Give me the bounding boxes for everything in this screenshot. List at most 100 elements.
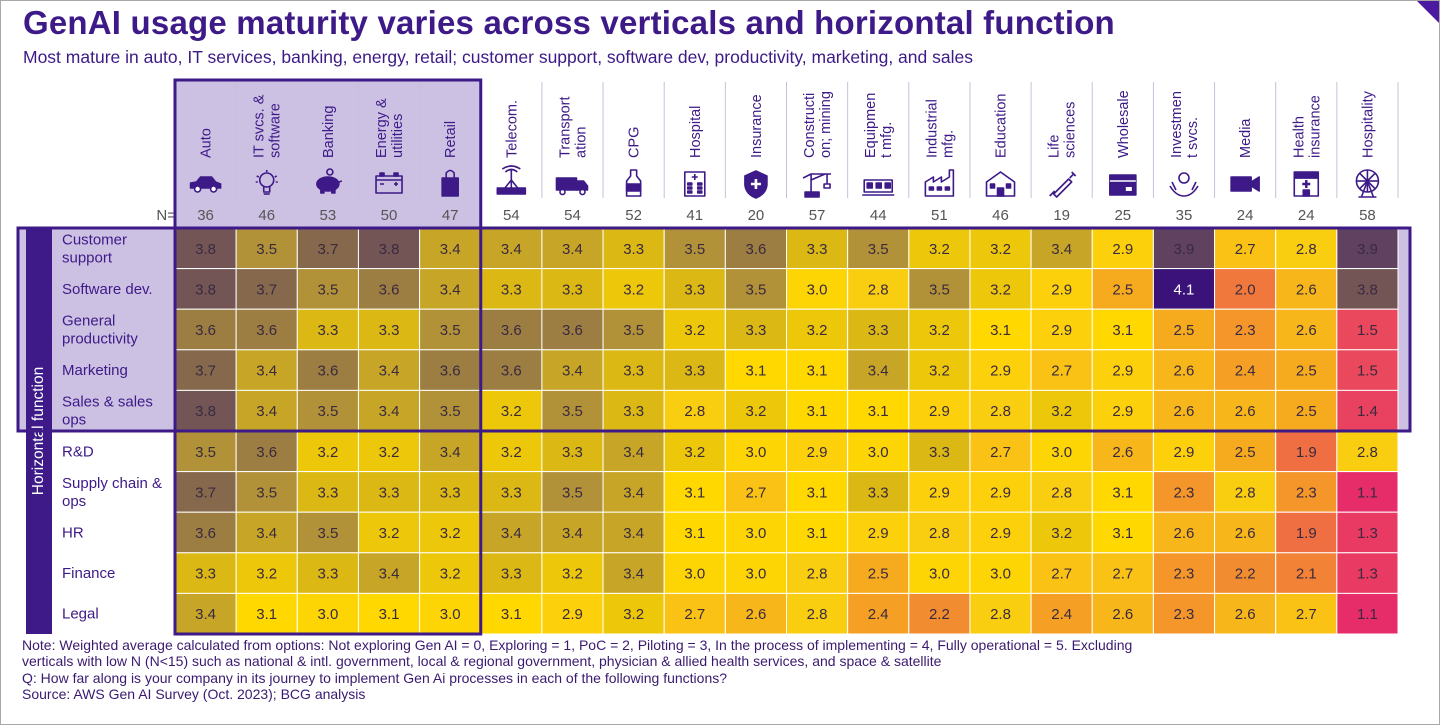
column-n-value: 36 — [197, 207, 214, 224]
cell-value-label: 3.3 — [501, 566, 522, 583]
heatmap-cell — [663, 308, 726, 351]
row-label: General productivity — [62, 313, 138, 348]
heatmap-cell — [786, 227, 849, 270]
cell-value-label: 2.6 — [1296, 322, 1317, 339]
heatmap-cell — [786, 268, 849, 310]
column-n-value: 35 — [1176, 207, 1193, 224]
shield-icon — [744, 170, 768, 199]
cell-value-label: 3.0 — [684, 566, 705, 583]
cell-value-label: 2.6 — [1296, 281, 1317, 298]
heatmap-cell — [235, 552, 298, 594]
cell-value-label: 3.3 — [501, 281, 522, 298]
column-header-label: Telecom. — [504, 100, 520, 158]
column-header-label: Construction; mining — [802, 91, 834, 158]
heatmap-cell — [419, 430, 482, 473]
cell-value-label: 2.8 — [1235, 484, 1256, 501]
crane-icon — [802, 173, 832, 198]
school-icon — [985, 171, 1016, 197]
heatmap-cell — [296, 552, 359, 594]
heatmap-cell — [724, 552, 787, 594]
heatmap-cell — [541, 511, 604, 554]
cell-value-label: 2.4 — [1235, 363, 1256, 380]
column-header-label: Education — [994, 94, 1010, 159]
column-header-label: Hospital — [688, 106, 704, 158]
heatmap-cell — [1152, 552, 1216, 594]
column-header-label: Banking — [321, 106, 337, 158]
heatmap-cell — [663, 227, 726, 270]
cell-value-label: 3.2 — [929, 322, 950, 339]
heatmap-cell — [1152, 268, 1216, 310]
cell-value-label: 1.5 — [1357, 322, 1378, 339]
heatmap-cell — [1214, 592, 1277, 635]
cell-value-label: 3.4 — [623, 484, 644, 501]
heatmap-cell — [357, 471, 421, 513]
heatmap-cell — [357, 227, 421, 270]
cell-value-label: 3.3 — [195, 566, 216, 583]
cell-value-label: 3.1 — [807, 525, 828, 542]
cell-value-label: 2.7 — [684, 606, 705, 623]
cell-value-label: 2.5 — [868, 566, 889, 583]
column-header-label: Investment svcs. — [1169, 91, 1201, 158]
cell-value-label: 3.4 — [379, 566, 400, 583]
cell-value-label: 3.4 — [256, 525, 277, 542]
heatmap-cell — [663, 268, 726, 310]
shopping-bag-icon — [441, 169, 459, 197]
cell-value-label: 3.3 — [562, 444, 583, 461]
heatmap-cell — [724, 349, 787, 391]
cell-value-label: 3.0 — [440, 606, 461, 623]
cell-value-label: 3.6 — [195, 525, 216, 542]
heatmap-cell — [1336, 430, 1399, 473]
cell-value-label: 2.9 — [807, 444, 828, 461]
cell-value-label: 3.3 — [868, 322, 889, 339]
heatmap-cell — [235, 592, 298, 635]
heatmap-cell — [969, 349, 1032, 391]
cell-value-label: 3.4 — [440, 281, 461, 298]
heatmap-cell — [296, 268, 359, 310]
column-header-label: Energy &utilities — [374, 98, 406, 158]
cell-value-label: 2.3 — [1235, 322, 1256, 339]
cell-value-label: 2.7 — [745, 484, 766, 501]
heatmap-cell — [480, 227, 543, 270]
column-n-value: 19 — [1053, 207, 1070, 224]
cell-value-label: 2.9 — [1051, 281, 1072, 298]
cell-value-label: 2.7 — [1235, 241, 1256, 258]
cell-value-label: 3.2 — [1051, 525, 1072, 542]
cell-value-label: 3.0 — [745, 444, 766, 461]
cell-value-label: 2.8 — [1051, 484, 1072, 501]
car-icon — [189, 176, 222, 193]
cell-value-label: 1.9 — [1296, 444, 1317, 461]
cell-value-label: 3.4 — [868, 363, 889, 380]
cell-value-label: 3.0 — [1051, 444, 1072, 461]
cell-value-label: 2.0 — [1235, 281, 1256, 298]
cell-value-label: 3.3 — [623, 241, 644, 258]
row-label: Software dev. — [62, 281, 153, 298]
cell-value-label: 3.7 — [256, 281, 277, 298]
heatmap-cell — [969, 471, 1032, 513]
cell-value-label: 2.8 — [990, 403, 1011, 420]
heatmap-cell — [1336, 349, 1399, 391]
cell-value-label: 3.7 — [195, 363, 216, 380]
cell-value-label: 3.1 — [807, 363, 828, 380]
cell-value-label: 2.5 — [1296, 403, 1317, 420]
highlight-columns-outline — [173, 78, 483, 636]
heatmap-cell — [602, 268, 665, 310]
heatmap-cell — [1091, 552, 1154, 594]
notes-block: Note: Weighted average calculated from o… — [22, 637, 1162, 702]
cell-value-label: 3.6 — [195, 322, 216, 339]
cell-value-label: 3.4 — [379, 403, 400, 420]
cell-value-label: 2.2 — [1235, 566, 1256, 583]
heatmap-cell — [419, 227, 482, 270]
cell-value-label: 3.7 — [195, 484, 216, 501]
cell-value-label: 3.4 — [562, 241, 583, 258]
column-n-value: 53 — [320, 207, 337, 224]
cell-value-label: 3.2 — [990, 241, 1011, 258]
cell-value-label: 3.2 — [684, 322, 705, 339]
column-header-label: Healthinsurance — [1291, 95, 1323, 158]
cell-value-label: 2.9 — [1174, 444, 1195, 461]
cell-value-label: 3.0 — [317, 606, 338, 623]
heatmap-cell — [174, 592, 237, 635]
column-n-value: 46 — [992, 207, 1009, 224]
heatmap-cell — [724, 471, 787, 513]
heatmap-cell — [908, 511, 971, 554]
cell-value-label: 3.2 — [684, 444, 705, 461]
